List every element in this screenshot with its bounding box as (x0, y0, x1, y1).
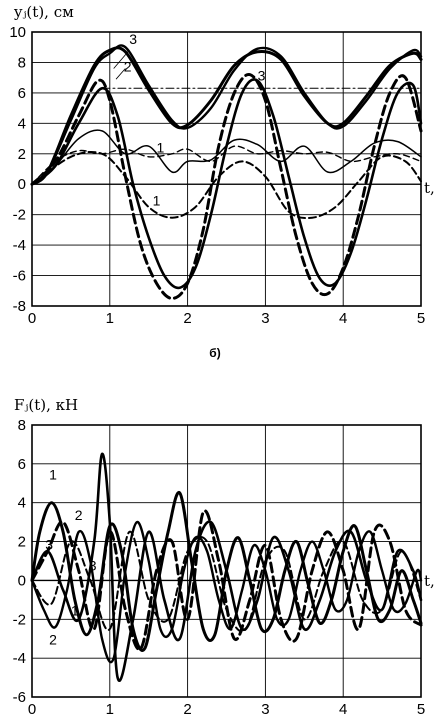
chart-top-displacement: yⱼ(t), см t, б) 0 1 2 3 4 5 -8 -6 -4 -2 0 2 4 6 8 10 3 2 3… (9, 3, 434, 360)
y-tick-label: 4 (18, 115, 26, 132)
y-tick-label: 8 (18, 54, 26, 71)
x-tick-label: 5 (417, 701, 425, 718)
y-tick-label: 0 (18, 572, 26, 589)
y-tick-label: -6 (13, 689, 26, 706)
curve-label: 2 (49, 632, 57, 648)
x-tick-label: 1 (106, 701, 114, 718)
series-line-med-dashed (31, 530, 422, 633)
label-leader-line (113, 50, 130, 69)
y-tick-label: 8 (18, 417, 26, 434)
curve-label: 3 (129, 31, 137, 47)
curve-label: 1 (49, 466, 57, 482)
series-line-thick-solid-3 (30, 452, 423, 682)
series-line-med-dashed (31, 150, 422, 220)
curve-label: 2 (75, 507, 83, 523)
y-tick-label: 10 (9, 24, 26, 41)
y-tick-label: -8 (13, 298, 26, 315)
series-line-thick-dashed (30, 73, 423, 300)
subfigure-caption: б) (209, 346, 220, 360)
curve-label: 1 (153, 193, 161, 209)
x-tick-label: 0 (28, 310, 36, 327)
x-tick-label: 3 (261, 310, 269, 327)
x-axis-label: t, (424, 572, 435, 590)
x-tick-label: 3 (261, 701, 269, 718)
x-tick-label: 4 (339, 310, 347, 327)
y-tick-label: -2 (13, 611, 26, 628)
curve-label: 3 (45, 536, 53, 552)
y-tick-label: 2 (18, 534, 26, 551)
y-tick-label: -4 (13, 237, 26, 254)
x-axis-label: t, (424, 179, 435, 197)
label-leader-line (115, 68, 126, 80)
x-tick-label: 2 (183, 701, 191, 718)
x-tick-label: 1 (106, 310, 114, 327)
series-line-thick-solid (30, 46, 423, 186)
y-tick-label: -6 (13, 268, 26, 285)
series-line-thick-solid-2 (30, 44, 423, 186)
x-tick-label: 0 (28, 701, 36, 718)
y-tick-label: 4 (18, 495, 26, 512)
y-tick-label: -2 (13, 207, 26, 224)
plot-frame (31, 424, 422, 698)
series-line-thick-solid-3 (30, 78, 423, 290)
curve-label: 1 (156, 139, 164, 155)
curve-label: 3 (258, 68, 266, 84)
series-line-thin-solid (31, 129, 422, 185)
curve-label: 1 (71, 602, 79, 618)
y-axis-label: yⱼ(t), см (13, 3, 74, 21)
curve-label: 3 (89, 558, 97, 574)
curve-label: 2 (124, 59, 132, 75)
y-axis-label: Fⱼ(t), кН (14, 396, 78, 414)
y-tick-label: -4 (13, 650, 26, 667)
x-tick-label: 2 (183, 310, 191, 327)
x-tick-label: 5 (417, 310, 425, 327)
y-tick-label: 6 (18, 456, 26, 473)
x-tick-label: 4 (339, 701, 347, 718)
series-line-thick-solid-2 (30, 520, 423, 664)
y-tick-label: 2 (18, 146, 26, 163)
y-tick-label: 0 (18, 176, 26, 193)
plot-frame (31, 31, 422, 307)
y-tick-label: 6 (18, 85, 26, 102)
